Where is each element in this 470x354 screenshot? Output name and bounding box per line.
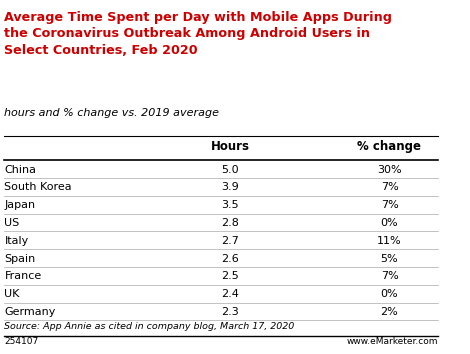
Text: 11%: 11% [377,236,402,246]
Text: 7%: 7% [381,182,399,192]
Text: China: China [4,165,37,175]
Text: 0%: 0% [381,289,398,299]
Text: UK: UK [4,289,20,299]
Text: Average Time Spent per Day with Mobile Apps During
the Coronavirus Outbreak Amon: Average Time Spent per Day with Mobile A… [4,11,392,57]
Text: 2.7: 2.7 [221,236,239,246]
Text: France: France [4,271,42,281]
Text: 254107: 254107 [4,337,39,346]
Text: 2.5: 2.5 [221,271,239,281]
Text: 5%: 5% [381,253,398,263]
Text: 2.4: 2.4 [221,289,239,299]
Text: 2.6: 2.6 [221,253,239,263]
Text: 2.3: 2.3 [221,307,239,317]
Text: Source: App Annie as cited in company blog, March 17, 2020: Source: App Annie as cited in company bl… [4,322,295,331]
Text: 7%: 7% [381,200,399,210]
Text: 5.0: 5.0 [221,165,239,175]
Text: Japan: Japan [4,200,36,210]
Text: Italy: Italy [4,236,29,246]
Text: hours and % change vs. 2019 average: hours and % change vs. 2019 average [4,108,219,118]
Text: 2.8: 2.8 [221,218,239,228]
Text: 3.9: 3.9 [221,182,239,192]
Text: Germany: Germany [4,307,56,317]
Text: South Korea: South Korea [4,182,72,192]
Text: Spain: Spain [4,253,36,263]
Text: % change: % change [358,140,422,153]
Text: Hours: Hours [211,140,250,153]
Text: www.eMarketer.com: www.eMarketer.com [347,337,438,346]
Text: 3.5: 3.5 [221,200,239,210]
Text: 7%: 7% [381,271,399,281]
Text: 2%: 2% [381,307,399,317]
Text: US: US [4,218,20,228]
Text: 30%: 30% [377,165,402,175]
Text: 0%: 0% [381,218,398,228]
